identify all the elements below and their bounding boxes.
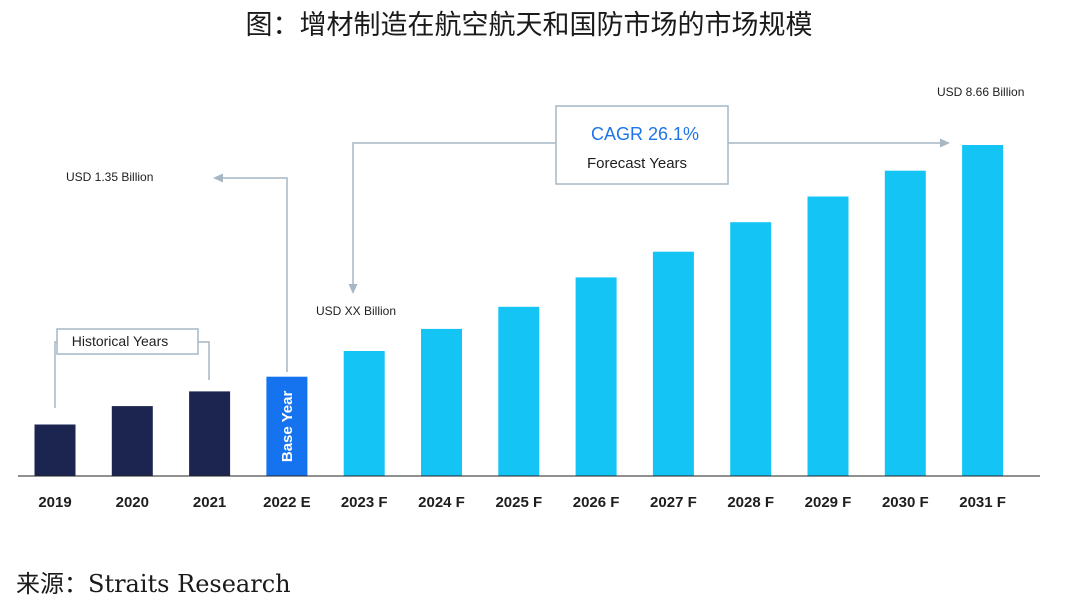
x-tick-2019: 2019 xyxy=(38,494,71,511)
bar-2023-f xyxy=(343,351,385,476)
bar-2019 xyxy=(34,424,76,476)
x-tick-2020: 2020 xyxy=(116,494,149,511)
bar-2030-f xyxy=(884,170,926,476)
x-tick-2030-f: 2030 F xyxy=(882,494,929,511)
base-year-label: Base Year xyxy=(279,391,296,463)
x-tick-2022-e: 2022 E xyxy=(263,494,311,511)
forecast-years-label: Forecast Years xyxy=(587,155,687,172)
bar-2026-f xyxy=(575,277,617,476)
x-tick-2023-f: 2023 F xyxy=(341,494,388,511)
bar-2031-f xyxy=(962,145,1004,476)
bar-2020 xyxy=(111,406,153,476)
historical-years-label: Historical Years xyxy=(72,333,169,349)
base-value-label: USD 1.35 Billion xyxy=(66,170,153,184)
bar-2025-f xyxy=(498,306,540,476)
base-value-connector xyxy=(222,177,288,372)
x-tick-labels: 2019 2020 2021 2022 E 2023 F 2024 F 2025 F 2026… xyxy=(38,494,1006,511)
bar-2028-f xyxy=(730,222,772,476)
x-tick-2026-f: 2026 F xyxy=(573,494,620,511)
historical-years-box xyxy=(56,328,199,355)
source-note: 来源：Straits Research xyxy=(16,570,291,598)
x-tick-2024-f: 2024 F xyxy=(418,494,465,511)
end-value-label: USD 8.66 Billion xyxy=(937,85,1024,99)
chart-title: 图：增材制造在航空航天和国防市场的市场规模 xyxy=(246,10,813,41)
bar-2021 xyxy=(189,391,231,476)
base-value-arrowhead xyxy=(213,173,223,183)
x-tick-2028-f: 2028 F xyxy=(727,494,774,511)
cagr-box xyxy=(555,105,729,185)
x-tick-2029-f: 2029 F xyxy=(805,494,852,511)
bars-group: Base Year xyxy=(34,145,1004,476)
x-tick-2027-f: 2027 F xyxy=(650,494,697,511)
x-tick-2025-f: 2025 F xyxy=(495,494,542,511)
cagr-label: CAGR 26.1% xyxy=(591,124,699,144)
forecast-right-arrowhead xyxy=(940,138,950,148)
bar-2022-e xyxy=(266,376,308,476)
bar-2029-f xyxy=(807,196,849,476)
forecast-down-arrowhead xyxy=(348,284,358,294)
forecast-bracket xyxy=(352,142,940,284)
bar-2024-f xyxy=(421,328,462,476)
x-tick-2021: 2021 xyxy=(193,494,226,511)
x-tick-2031-f: 2031 F xyxy=(959,494,1006,511)
xx-value-label: USD XX Billion xyxy=(316,304,396,318)
bar-2027-f xyxy=(652,251,694,476)
